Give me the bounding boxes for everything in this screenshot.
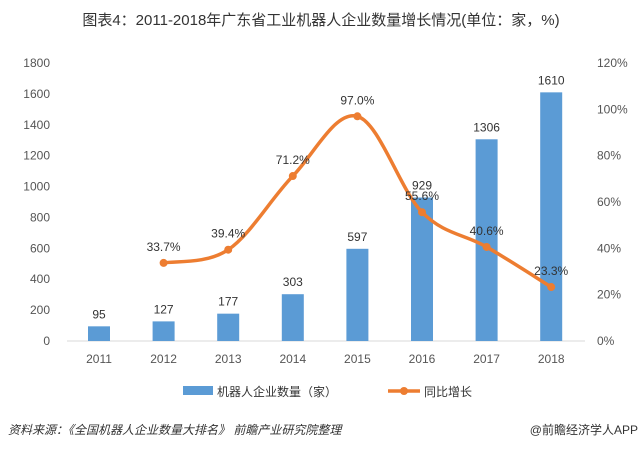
right-axis-tick: 0% — [597, 334, 615, 348]
bar-label: 127 — [154, 302, 174, 316]
growth-label: 33.7% — [147, 240, 181, 254]
growth-point — [353, 112, 362, 121]
source-note: 资料来源：《全国机器人企业数量大排名》 前瞻产业研究院整理 — [8, 423, 342, 437]
x-axis-tick: 2012 — [150, 352, 177, 366]
right-axis-tick: 20% — [597, 288, 621, 302]
legend-line-label: 同比增长 — [424, 385, 472, 399]
legend-bar-label: 机器人企业数量（家） — [217, 384, 337, 399]
bar — [540, 92, 563, 341]
chart-title: 图表4：2011-2018年广东省工业机器人企业数量增长情况(单位：家，%) — [82, 12, 560, 29]
bar-label: 95 — [92, 307, 106, 321]
x-axis-tick: 2015 — [344, 352, 371, 366]
legend-line-marker — [400, 387, 408, 395]
growth-point — [159, 258, 168, 267]
bar-label: 1306 — [473, 120, 500, 134]
growth-point — [482, 242, 491, 251]
right-axis-tick: 100% — [597, 102, 628, 116]
bar-label: 929 — [412, 179, 432, 193]
growth-label: 23.3% — [534, 264, 568, 278]
left-axis-tick: 400 — [30, 272, 50, 286]
left-axis-tick: 200 — [30, 303, 50, 317]
growth-label: 71.2% — [276, 153, 310, 167]
x-axis-tick: 2011 — [86, 352, 112, 366]
left-axis-tick: 0 — [43, 334, 50, 348]
left-axis-tick: 1600 — [23, 87, 50, 101]
bar — [88, 326, 110, 341]
growth-point — [224, 245, 233, 254]
growth-label: 55.6% — [405, 189, 439, 203]
x-axis-tick: 2016 — [409, 352, 436, 366]
bar — [152, 321, 175, 341]
growth-point — [418, 208, 426, 217]
left-axis-tick: 1000 — [23, 180, 50, 194]
left-axis-tick: 1800 — [23, 56, 50, 70]
legend-bar-swatch — [183, 386, 213, 395]
growth-label: 39.4% — [211, 227, 245, 241]
bar — [346, 248, 369, 341]
bar-label: 597 — [347, 230, 367, 244]
right-axis-tick: 60% — [597, 195, 621, 209]
x-axis-tick: 2017 — [473, 352, 500, 366]
bar-label: 303 — [283, 275, 303, 289]
growth-label: 97.0% — [340, 93, 374, 107]
left-axis-tick: 800 — [30, 210, 50, 224]
right-axis-tick: 80% — [597, 149, 621, 163]
bar — [411, 197, 433, 341]
bar — [217, 313, 240, 341]
left-axis-tick: 1200 — [23, 149, 50, 163]
left-axis-tick: 1400 — [23, 118, 50, 132]
x-axis-tick: 2018 — [538, 352, 565, 366]
bar-label: 1610 — [538, 73, 565, 87]
right-axis-tick: 40% — [597, 241, 621, 255]
growth-label: 40.6% — [470, 224, 504, 238]
x-axis-tick: 2013 — [215, 352, 242, 366]
bar — [281, 294, 304, 341]
growth-point — [547, 283, 556, 292]
bar — [475, 139, 498, 341]
growth-point — [288, 172, 297, 181]
right-axis-tick: 120% — [597, 56, 628, 70]
bar-label: 177 — [218, 295, 238, 309]
left-axis-tick: 600 — [30, 241, 50, 255]
x-axis-tick: 2014 — [279, 352, 306, 366]
credit: @前瞻经济学人APP — [529, 423, 638, 437]
